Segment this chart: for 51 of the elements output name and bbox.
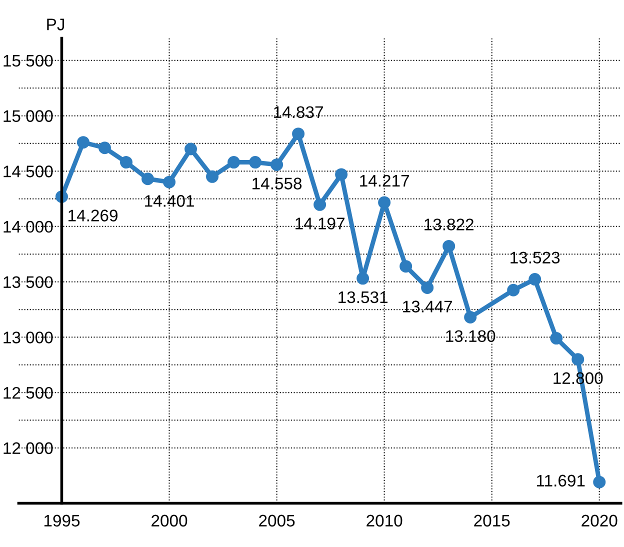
data-label: 14.269: [68, 210, 118, 222]
y-tick-label: 15 500: [4, 54, 53, 67]
data-label: 13.531: [338, 291, 388, 304]
data-label: 14.401: [145, 195, 194, 207]
data-label: 13.447: [403, 300, 452, 312]
data-label: 14.197: [296, 218, 344, 230]
x-tick-label: 2015: [474, 514, 510, 527]
y-tick-label: 14 500: [4, 166, 53, 178]
data-label: 11.691: [537, 474, 585, 487]
y-tick-label: 12 500: [4, 386, 53, 399]
y-axis-title: PJ: [47, 18, 64, 30]
y-tick-label: 14 000: [4, 220, 53, 233]
x-tick-label: 2020: [582, 514, 618, 527]
x-tick-label: 2005: [259, 514, 295, 527]
point: [593, 476, 606, 488]
point: [572, 353, 584, 366]
point: [421, 281, 434, 294]
point: [528, 273, 542, 286]
x-tick-label: 2010: [366, 514, 402, 527]
point: [442, 240, 456, 252]
point: [314, 198, 326, 211]
point: [228, 156, 240, 169]
point: [378, 196, 391, 209]
point: [163, 176, 176, 188]
point: [184, 142, 198, 156]
point: [400, 260, 412, 273]
data-label: 14.558: [252, 178, 302, 190]
data-label: 13.822: [424, 218, 474, 230]
data-label: 14.837: [274, 106, 323, 118]
y-tick-label: 15 000: [4, 110, 53, 122]
point: [335, 168, 348, 181]
x-tick-label: 1995: [44, 514, 80, 527]
data-label: 13.180: [446, 330, 496, 342]
point: [76, 136, 90, 149]
y-tick-label: 13 500: [4, 276, 53, 288]
y-tick-label: 13 000: [4, 332, 53, 344]
point: [356, 272, 370, 285]
x-tick-label: 2000: [152, 514, 188, 527]
point: [292, 128, 305, 140]
point: [550, 332, 563, 345]
point: [507, 284, 520, 296]
point: [206, 170, 219, 183]
point: [249, 156, 262, 169]
point: [270, 158, 284, 171]
point: [464, 311, 477, 324]
point: [120, 156, 132, 169]
point: [98, 142, 111, 154]
y-tick-label: 12 000: [4, 442, 53, 454]
data-label: 14.217: [360, 174, 409, 187]
point: [142, 172, 154, 186]
data-label: 13.523: [510, 252, 560, 264]
